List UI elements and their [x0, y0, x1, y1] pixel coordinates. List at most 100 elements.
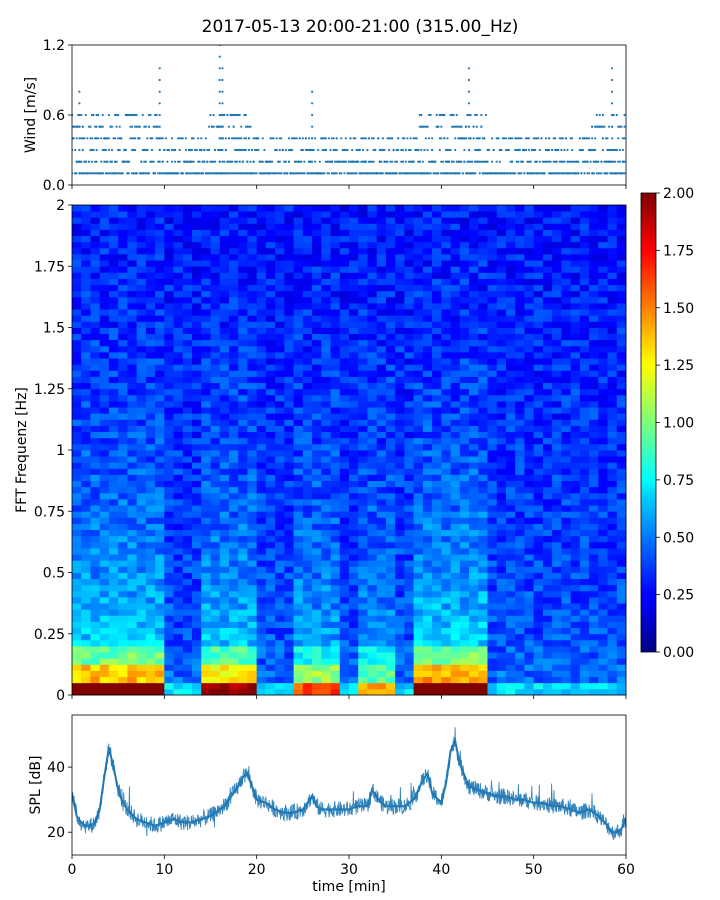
spectrogram-cell [293, 333, 304, 341]
spectrogram-cell [293, 437, 304, 445]
spectrogram-cell [219, 333, 230, 341]
spectrogram-cell [312, 639, 322, 647]
spectrogram-cell [201, 603, 211, 610]
spectrogram-cell [395, 474, 405, 482]
spectrogram-cell [265, 321, 276, 328]
spectrogram-cell [302, 652, 313, 659]
spectrogram-cell [81, 370, 91, 377]
spectrogram-cell [228, 652, 239, 659]
spectrogram-cell [81, 523, 91, 531]
spectrogram-cell [210, 560, 221, 567]
wind-point [214, 160, 217, 163]
spectrogram-cell [450, 652, 461, 659]
spectrogram-cell [145, 627, 156, 635]
spectrogram-cell [155, 474, 165, 482]
wind-point [200, 148, 203, 152]
spectrogram-cell [404, 394, 415, 402]
spectrogram-cell [293, 658, 304, 665]
spectrogram-cell [422, 217, 433, 224]
spectrogram-cell [90, 633, 101, 641]
wind-point [158, 148, 161, 152]
spectrogram-cell [339, 499, 350, 506]
spectrogram-cell [127, 205, 138, 212]
wind-point [612, 113, 615, 117]
spectrogram-cell [330, 523, 341, 531]
spectrogram-cell [302, 327, 313, 335]
spectrogram-cell [395, 639, 405, 647]
spectrogram-cell [413, 260, 424, 267]
spectrogram-cell [99, 492, 110, 500]
spectrogram-cell [108, 548, 119, 555]
spectrogram-cell [210, 413, 221, 420]
spectrogram-cell [302, 315, 313, 322]
wind-point [166, 160, 169, 163]
spectrogram-cell [376, 529, 387, 537]
spectrogram-cell [164, 633, 174, 641]
spectrogram-cell [358, 652, 368, 659]
spectrogram-cell [173, 664, 184, 671]
spectrogram-cell [395, 609, 405, 616]
wind-point [258, 172, 261, 175]
spectrogram-cell [367, 535, 378, 543]
spectrogram-cell [173, 376, 184, 384]
wind-point [578, 148, 581, 152]
spectrogram-cell [247, 566, 258, 573]
spectrogram-cell [395, 597, 405, 604]
spectrogram-cell [182, 223, 193, 230]
spectrogram-cell [265, 443, 276, 451]
spectrogram-cell [219, 401, 230, 408]
spectrogram-cell [173, 658, 184, 665]
spectrogram-cell [219, 529, 230, 537]
spectrogram-cell [99, 260, 110, 267]
spectrogram-cell [118, 278, 128, 286]
spectrogram-cell [312, 247, 322, 255]
spectrogram-cell [395, 235, 405, 243]
wind-point [458, 172, 461, 175]
spectrogram-cell [145, 511, 156, 518]
spectrogram-cell [210, 407, 221, 414]
spectrogram-cell [413, 676, 424, 684]
spectrogram-cell [275, 621, 285, 629]
spectrogram-cell [210, 327, 221, 335]
spectrogram-cell [432, 364, 442, 371]
spectrogram-cell [210, 309, 221, 316]
spectrogram-cell [90, 443, 101, 451]
wind-point [247, 148, 251, 152]
spectrogram-cell [284, 670, 294, 678]
spectrogram-cell [302, 664, 313, 671]
spectrogram-cell [90, 247, 101, 255]
spectrogram-cell [99, 333, 110, 341]
spectrogram-cell [404, 658, 415, 665]
spectrogram-cell [293, 578, 304, 586]
spectrogram-cell [385, 572, 396, 580]
spectrogram-cell [210, 394, 221, 402]
spectrogram-cell [145, 609, 156, 616]
wind-point [475, 148, 478, 152]
spectrogram-cell [275, 676, 285, 684]
spectrogram-cell [136, 260, 147, 267]
spectrogram-cell [182, 290, 193, 298]
spectrogram-cell [349, 572, 359, 580]
spectrogram-cell [72, 627, 82, 635]
spectrogram-cell [256, 505, 267, 512]
spectrogram-cell [201, 425, 211, 433]
spectrogram-cell [219, 541, 230, 549]
spectrogram-cell [238, 450, 248, 457]
spectrogram-cell [441, 394, 451, 402]
spectrogram-cell [72, 572, 82, 580]
spectrogram-cell [164, 217, 174, 224]
spectrogram-cell [256, 639, 267, 647]
spectrogram-cell [321, 621, 331, 629]
spectrogram-cell [81, 284, 91, 292]
spectrogram-cell [228, 621, 239, 629]
spectrogram-cell [173, 229, 184, 237]
spectrogram-cell [312, 615, 322, 622]
spectrogram-cell [228, 290, 239, 298]
spectrogram-cell [145, 578, 156, 586]
spectrogram-cell [293, 217, 304, 224]
spectrogram-cell [90, 603, 101, 610]
spectrogram-cell [376, 499, 387, 506]
spectrogram-cell [422, 450, 433, 457]
spectrogram-cell [118, 468, 128, 475]
wind-point [138, 172, 141, 175]
